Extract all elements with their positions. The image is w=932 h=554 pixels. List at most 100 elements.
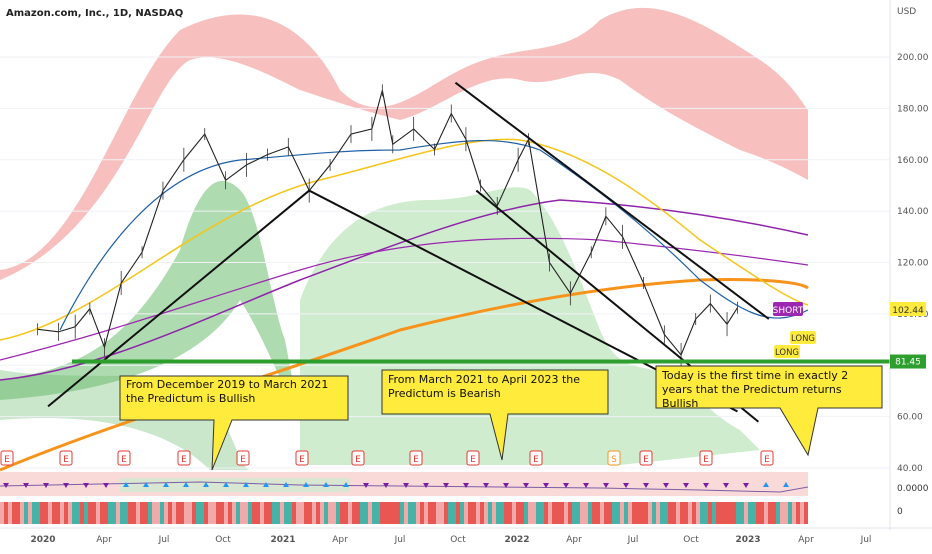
x-tick-label: Apr: [566, 535, 582, 545]
earnings-badge: [639, 450, 653, 466]
heat-cell: [312, 502, 316, 524]
x-tick-label: 2022: [504, 535, 529, 545]
oscillator-triangle: [403, 483, 409, 488]
heat-cell: [320, 502, 324, 524]
heat-cell: [44, 502, 48, 524]
support-price-text: 81.45: [895, 358, 921, 368]
oscillator-triangle: [503, 483, 509, 488]
heat-cell: [752, 502, 756, 524]
oscillator-triangle: [623, 483, 629, 488]
heat-cell: [360, 502, 364, 524]
earnings-badge-text: E: [63, 455, 69, 465]
heat-cell: [620, 502, 624, 524]
time-axis[interactable]: 2020 Apr Jul Oct 2021 Apr Jul Oct 2022 Apr Jul Oct 2…: [0, 527, 932, 545]
oscillator-triangle: [683, 483, 689, 488]
heat-cell: [592, 502, 596, 524]
heat-cell: [264, 502, 268, 524]
oscillator-triangle: [223, 482, 229, 487]
heat-cell: [536, 502, 540, 524]
ma-blue-line: [59, 139, 809, 331]
heat-cell: [748, 502, 752, 524]
heat-cell: [308, 502, 312, 524]
x-tick-label: Jul: [394, 535, 406, 545]
earnings-badge-text: E: [533, 455, 539, 465]
heat-cell: [772, 502, 776, 524]
heat-cell: [632, 502, 636, 524]
annotation-today: Today is the first time in exactly 2 yea…: [655, 365, 883, 457]
heat-cell: [380, 502, 384, 524]
heat-cell: [24, 502, 28, 524]
oscillator-triangle: [543, 483, 549, 488]
oscillator-triangle: [343, 482, 349, 487]
heat-cell: [164, 502, 168, 524]
annotation-bearish: From March 2021 to April 2023 the Predic…: [381, 369, 609, 461]
oscillator-triangle: [423, 483, 429, 488]
heat-cell: [676, 502, 680, 524]
oscillator-triangle: [523, 483, 529, 488]
oscillator-triangle: [483, 483, 489, 488]
heat-cell: [204, 502, 208, 524]
heat-cell: [72, 502, 76, 524]
grid: [0, 56, 890, 469]
heat-cell: [720, 502, 724, 524]
oscillator-triangle: [603, 483, 609, 488]
chart-title: Amazon.com, Inc., 1D, NASDAQ: [6, 8, 183, 19]
oscillator-triangle: [303, 482, 309, 487]
heat-cell: [548, 502, 552, 524]
heat-cell: [760, 502, 764, 524]
right-price-axis[interactable]: USD 40.0060.0080.00100.00120.00140.00160…: [889, 0, 929, 530]
heat-cell: [60, 502, 64, 524]
heat-cell: [604, 502, 608, 524]
short-marker-text: SHORT: [773, 306, 804, 316]
heat-cell: [36, 502, 40, 524]
heat-cell: [600, 502, 604, 524]
oscillator-triangle: [463, 483, 469, 488]
earnings-badge: [466, 450, 480, 466]
heat-cell: [640, 502, 644, 524]
heat-cell: [52, 502, 56, 524]
earnings-badge: [699, 450, 713, 466]
heat-cell: [332, 502, 336, 524]
heat-cell: [468, 502, 472, 524]
oscillator-triangle: [203, 482, 209, 487]
heat-cell: [596, 502, 600, 524]
earnings-badge-text: E: [643, 455, 649, 465]
heat-cell: [12, 502, 16, 524]
y-tick-label: 60.00: [897, 413, 923, 423]
heat-cell: [256, 502, 260, 524]
x-tick-label: Jul: [860, 535, 872, 545]
heat-cell: [648, 502, 652, 524]
earnings-badge: [529, 450, 543, 466]
heat-cell: [404, 502, 408, 524]
heat-cell: [780, 502, 784, 524]
earnings-badge: [236, 450, 250, 466]
heat-cell: [732, 502, 736, 524]
heat-cell: [112, 502, 116, 524]
heat-cell: [644, 502, 648, 524]
short-marker: SHORT: [773, 302, 804, 316]
heat-cell: [364, 502, 368, 524]
earnings-badge-text: E: [4, 455, 10, 465]
heat-cell: [696, 502, 700, 524]
heat-cell: [216, 502, 220, 524]
earnings-badge-text: E: [121, 455, 127, 465]
oscillator-triangle: [383, 483, 389, 488]
heat-cell: [628, 502, 632, 524]
heat-cell: [540, 502, 544, 524]
x-tick-label: Oct: [215, 535, 231, 545]
heat-cell: [80, 502, 84, 524]
heat-cell: [608, 502, 612, 524]
heat-cell: [372, 502, 376, 524]
x-tick-label: Oct: [450, 535, 466, 545]
heat-cell: [764, 502, 768, 524]
oscillator-triangle: [243, 482, 249, 487]
heat-cell: [248, 502, 252, 524]
heat-cell: [132, 502, 136, 524]
y-tick-label: 160.00: [897, 156, 929, 166]
earnings-badge: [409, 450, 423, 466]
heat-cell: [440, 502, 444, 524]
heat-cell: [140, 502, 144, 524]
heat-cell: [120, 502, 124, 524]
annotation-bullish-text: From December 2019 to March 2021 the Pre…: [126, 378, 329, 405]
